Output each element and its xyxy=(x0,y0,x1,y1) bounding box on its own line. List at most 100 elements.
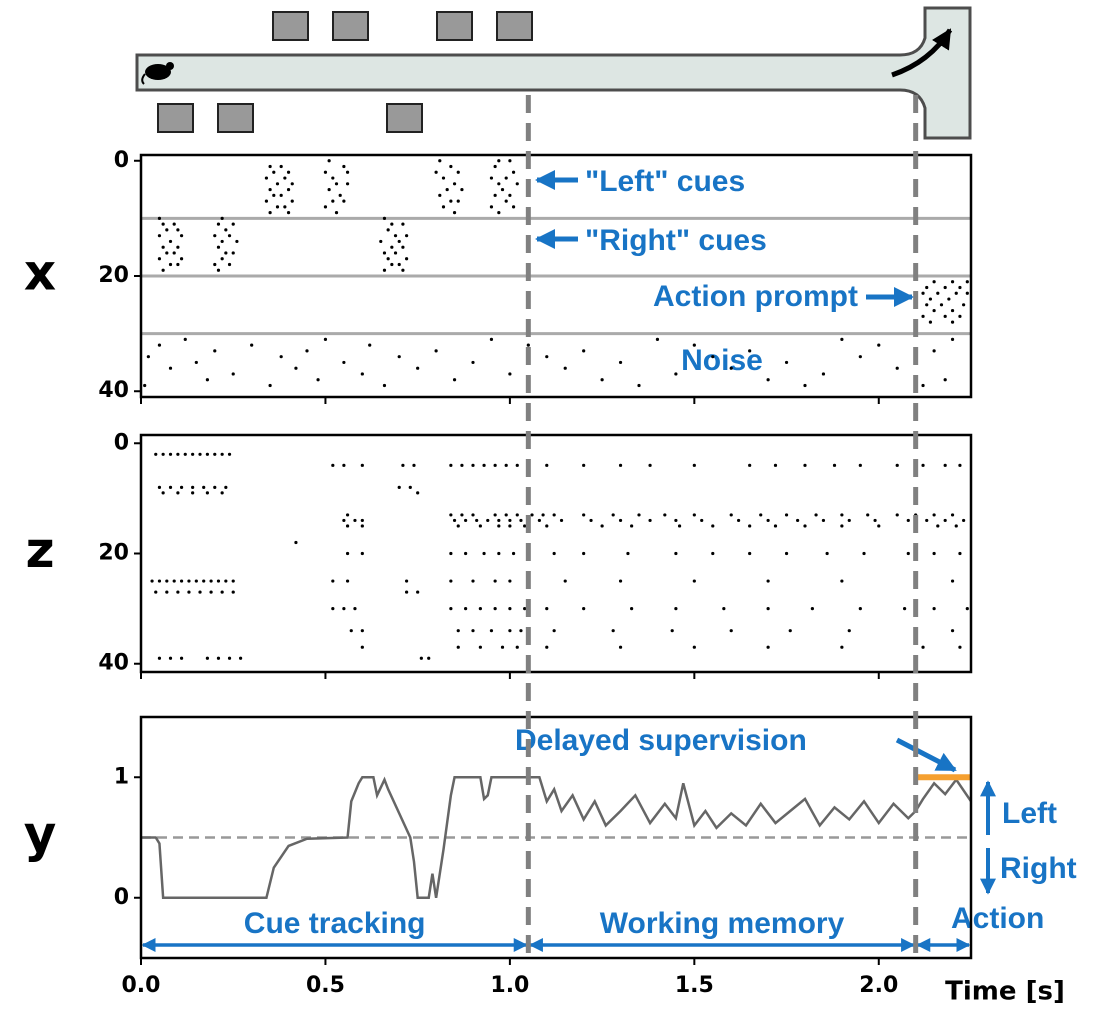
spike xyxy=(173,223,176,226)
y-tick-label: 0 xyxy=(114,430,129,455)
spike xyxy=(759,513,762,516)
spike xyxy=(940,303,943,306)
spike xyxy=(409,486,412,489)
spike xyxy=(213,486,216,489)
spike xyxy=(460,464,463,467)
spike xyxy=(154,590,157,593)
annotation-arrow xyxy=(897,740,955,770)
spike xyxy=(925,303,928,306)
spike xyxy=(789,629,792,632)
spike xyxy=(859,464,862,467)
spike xyxy=(283,176,286,179)
panel: 02040x xyxy=(24,148,971,404)
spike xyxy=(265,199,268,202)
spike xyxy=(619,519,622,522)
spike xyxy=(933,349,936,352)
spike xyxy=(674,519,677,522)
spike xyxy=(269,188,272,191)
phase-label: Cue tracking xyxy=(244,907,426,940)
spike xyxy=(460,513,463,516)
spike xyxy=(202,486,205,489)
spike xyxy=(619,579,622,582)
panel: 010.00.51.01.52.0yCue trackingWorking me… xyxy=(24,717,1045,998)
spike xyxy=(803,384,806,387)
spike xyxy=(224,228,227,231)
spike xyxy=(221,453,224,456)
spike xyxy=(700,519,703,522)
spike xyxy=(693,464,696,467)
spike xyxy=(497,182,500,185)
spike xyxy=(457,646,460,649)
spike xyxy=(390,223,393,226)
spike xyxy=(195,361,198,364)
spike xyxy=(748,349,751,352)
spike xyxy=(637,513,640,516)
spike xyxy=(176,246,179,249)
spike xyxy=(840,338,843,341)
spike xyxy=(767,378,770,381)
x-tick-label: 2.0 xyxy=(859,973,898,998)
spike xyxy=(693,646,696,649)
spike xyxy=(951,320,954,323)
y-tick-label: 40 xyxy=(98,651,129,676)
spike xyxy=(165,579,168,582)
spike xyxy=(944,378,947,381)
spike xyxy=(619,361,622,364)
spike xyxy=(541,513,544,516)
spike xyxy=(862,552,865,555)
spike xyxy=(198,590,201,593)
spike xyxy=(490,629,493,632)
spike xyxy=(840,513,843,516)
spike xyxy=(921,315,924,318)
spike xyxy=(951,338,954,341)
spike xyxy=(767,579,770,582)
y-tick-label: 0 xyxy=(114,885,129,910)
spike xyxy=(435,171,438,174)
spike xyxy=(962,303,965,306)
spike xyxy=(479,646,482,649)
phase-label: Action xyxy=(951,902,1044,935)
spike xyxy=(283,205,286,208)
spike xyxy=(180,579,183,582)
spike xyxy=(438,159,441,162)
spike xyxy=(530,513,533,516)
spike xyxy=(383,217,386,220)
spike xyxy=(180,486,183,489)
spike xyxy=(955,524,958,527)
spike xyxy=(221,257,224,260)
spike xyxy=(158,234,161,237)
x-tick-label: 1.0 xyxy=(490,973,529,998)
spike xyxy=(449,513,452,516)
spike xyxy=(217,579,220,582)
spike xyxy=(276,205,279,208)
spike xyxy=(512,205,515,208)
spike xyxy=(232,251,235,254)
spike xyxy=(848,519,851,522)
spike xyxy=(933,607,936,610)
spike xyxy=(516,464,519,467)
spike xyxy=(907,552,910,555)
spike xyxy=(958,315,961,318)
spike xyxy=(221,240,224,243)
spike xyxy=(346,552,349,555)
spike xyxy=(748,552,751,555)
spike xyxy=(221,217,224,220)
spike xyxy=(324,171,327,174)
spike xyxy=(173,251,176,254)
spike xyxy=(951,579,954,582)
spike xyxy=(958,464,961,467)
spike xyxy=(405,579,408,582)
spike xyxy=(412,464,415,467)
spike xyxy=(383,384,386,387)
spike xyxy=(342,361,345,364)
spike xyxy=(158,257,161,260)
spike xyxy=(479,607,482,610)
spike xyxy=(501,646,504,649)
spike xyxy=(803,524,806,527)
figure: "Left" cues "Right" cues Action prompt N… xyxy=(0,0,1117,1011)
spike xyxy=(545,464,548,467)
spike xyxy=(342,464,345,467)
spike xyxy=(545,607,548,610)
spike xyxy=(944,286,947,289)
spike xyxy=(464,607,467,610)
